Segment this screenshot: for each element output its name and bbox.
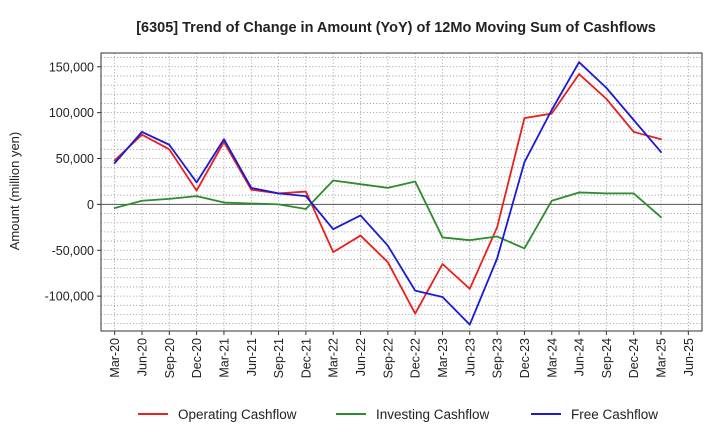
x-tick-label: Sep-24 (600, 338, 614, 378)
x-tick-label: Mar-20 (108, 338, 122, 378)
x-tick-label: Sep-23 (491, 338, 505, 378)
y-tick-label: -50,000 (52, 244, 94, 258)
x-tick-label: Sep-20 (163, 338, 177, 378)
x-axis-ticks: Mar-20 Jun-20 Sep-20 Dec-20 Mar-21 Jun-21 Sep-… (108, 331, 696, 378)
free-cashflow-line (113, 61, 662, 326)
y-tick-label: 0 (87, 198, 94, 212)
x-tick-label: Dec-22 (409, 338, 423, 378)
y-tick-label: -100,000 (45, 290, 94, 304)
x-tick-label: Mar-22 (327, 338, 341, 378)
x-tick-label: Mar-25 (655, 338, 669, 378)
x-tick-label: Dec-20 (190, 338, 204, 378)
x-tick-label: Mar-24 (545, 338, 559, 378)
y-tick-label: 50,000 (56, 152, 94, 166)
x-tick-label: Mar-21 (217, 338, 231, 378)
x-tick-label: Dec-24 (627, 338, 641, 378)
investing-cashflow-line (113, 179, 662, 250)
plot-frame (100, 52, 703, 332)
x-tick-label: Dec-23 (518, 338, 532, 378)
x-tick-label: Jun-22 (354, 338, 368, 376)
y-tick-label: 100,000 (49, 106, 94, 120)
x-tick-label: Mar-23 (436, 338, 450, 378)
y-axis-label: Amount (million yen) (7, 132, 22, 251)
legend-label-investing-cashflow: Investing Cashflow (376, 407, 490, 422)
legend: Operating Cashflow Investing Cashflow Free… (138, 407, 658, 422)
x-tick-label: Sep-22 (381, 338, 395, 378)
x-tick-label: Jun-21 (245, 338, 259, 376)
legend-label-free-cashflow: Free Cashflow (571, 407, 658, 422)
operating-cashflow-line (113, 73, 662, 315)
x-tick-label: Jun-24 (573, 338, 587, 376)
x-tick-label: Jun-20 (135, 338, 149, 376)
grid-lines (101, 53, 702, 331)
x-tick-label: Dec-21 (299, 338, 313, 378)
x-tick-label: Sep-21 (272, 338, 286, 378)
legend-label-operating-cashflow: Operating Cashflow (178, 407, 297, 422)
x-tick-label: Jun-23 (463, 338, 477, 376)
data-series (113, 61, 662, 326)
y-tick-label: 150,000 (49, 60, 94, 74)
chart-title: [6305] Trend of Change in Amount (YoY) o… (136, 20, 656, 36)
x-tick-label: Jun-25 (682, 338, 696, 376)
y-axis-ticks: 150,000 100,000 50,000 0 -50,000 -100,000 (45, 60, 101, 304)
